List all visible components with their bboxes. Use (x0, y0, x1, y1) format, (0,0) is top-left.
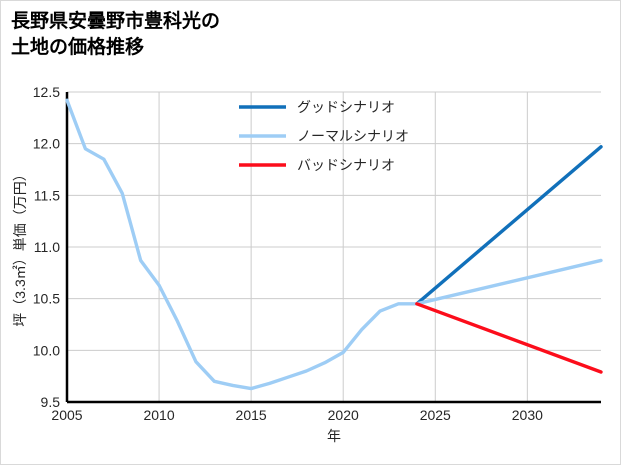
legend-label-2: バッドシナリオ (297, 157, 395, 173)
y-tick-label: 12.5 (33, 84, 60, 100)
x-tick-labels: 2005 2010 2015 2020 2025 2030 (51, 407, 543, 423)
series-line-0 (415, 145, 603, 306)
data-series-group (65, 98, 603, 391)
y-tick-label: 11.5 (34, 187, 60, 203)
x-tick-label: 2020 (328, 407, 359, 423)
legend-label-1: ノーマルシナリオ (297, 128, 409, 144)
series-line-1 (65, 98, 603, 391)
x-tick-label: 2015 (236, 407, 267, 423)
page-title: 長野県安曇野市豊科光の 土地の価格推移 (11, 11, 221, 58)
y-gridlines (67, 91, 601, 351)
x-tick-label: 2010 (143, 407, 174, 423)
y-tick-label: 11.0 (34, 239, 60, 255)
series-line-2 (415, 302, 603, 374)
y-tick-label: 10.0 (33, 342, 60, 358)
y-tick-label: 12.0 (33, 136, 60, 152)
y-axis-title: 坪（3.3㎡）単価（万円） (12, 167, 28, 326)
x-tick-label: 2005 (51, 407, 82, 423)
y-tick-labels: 9.5 10.0 10.5 11.0 11.5 12.0 12.5 (33, 84, 60, 410)
x-axis-title: 年 (327, 428, 341, 444)
legend-label-0: グッドシナリオ (297, 99, 395, 115)
y-tick-label: 10.5 (33, 291, 60, 307)
x-tick-label: 2025 (420, 407, 451, 423)
y-tick-label: 9.5 (41, 394, 61, 410)
x-tick-label: 2030 (512, 407, 543, 423)
